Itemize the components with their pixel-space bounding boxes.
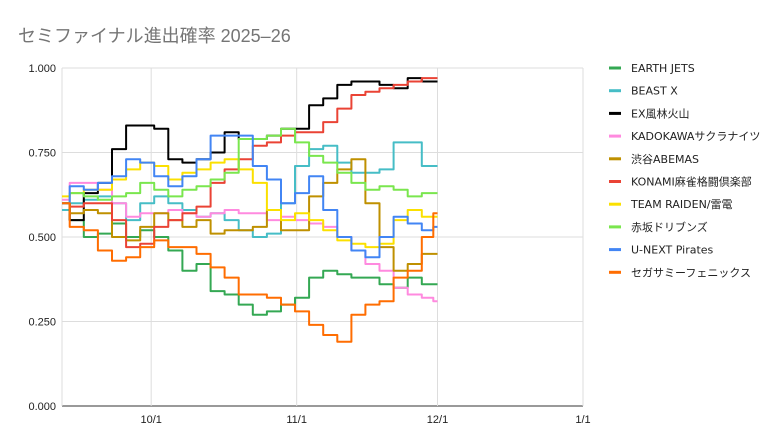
x-tick-label: 11/1 (286, 414, 307, 426)
chart-title: セミファイナル進出確率 2025–26 (18, 26, 291, 46)
legend-label: U-NEXT Pirates (631, 244, 714, 257)
y-tick-label: 0.000 (28, 401, 56, 413)
axes: 0.000 0.250 0.500 0.750 1.000 10/1 11/1 12/1 1/1 (28, 63, 590, 426)
x-tick-label: 10/1 (140, 414, 161, 426)
legend-label: TEAM RAIDEN/雷電 (630, 198, 733, 211)
x-tick-label: 1/1 (575, 414, 590, 426)
series-line (62, 202, 438, 343)
y-tick-label: 0.750 (28, 148, 56, 160)
series-line (62, 127, 438, 205)
series-lines (62, 77, 438, 343)
legend-label: EX風林火山 (631, 106, 690, 120)
legend-label: セガサミーフェニックス (631, 266, 751, 279)
gridlines (61, 67, 584, 407)
legend-label: EARTH JETS (631, 62, 695, 75)
legend-label: KADOKAWAサクラナイツ (631, 130, 760, 143)
series-line (62, 181, 438, 303)
legend-label: KONAMI麻雀格闘倶楽部 (631, 175, 752, 189)
legend-label: BEAST X (631, 85, 678, 98)
legend-label: 赤坂ドリブンズ (631, 220, 708, 234)
x-tick-label: 12/1 (427, 414, 448, 426)
y-tick-label: 1.000 (28, 63, 56, 75)
series-line (62, 134, 438, 259)
y-tick-label: 0.250 (28, 317, 56, 329)
series-line (62, 77, 438, 222)
series-line (62, 158, 438, 249)
y-tick-label: 0.500 (28, 232, 56, 244)
legend: EARTH JETS BEAST X EX風林火山 KADOKAWAサクラナイツ渋谷A… (609, 62, 760, 279)
series-line (62, 77, 438, 249)
legend-label: 渋谷ABEMAS (631, 153, 699, 166)
